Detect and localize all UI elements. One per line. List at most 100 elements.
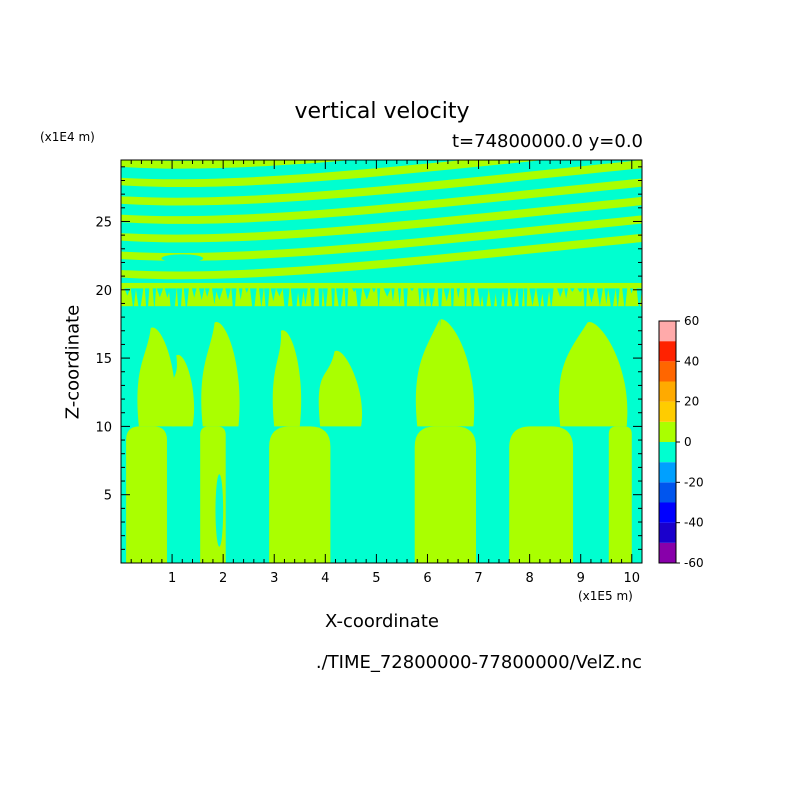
chart-subtitle: t=74800000.0 y=0.0	[451, 131, 643, 152]
turbulent-finger	[502, 288, 509, 319]
colorbar-swatch	[659, 522, 676, 543]
turbulent-finger	[557, 288, 564, 298]
turbulent-finger	[509, 288, 518, 312]
turbulent-finger	[477, 288, 484, 308]
x-tick-label: 1	[168, 571, 176, 586]
turbulent-finger	[198, 288, 205, 301]
turbulent-finger	[450, 288, 455, 325]
turbulent-finger	[135, 288, 144, 314]
turbulent-finger	[588, 288, 595, 303]
turbulent-finger	[536, 288, 544, 311]
turbulent-finger	[636, 288, 642, 313]
turbulent-finger	[297, 288, 304, 313]
y-tick-label: 5	[104, 489, 112, 504]
colorbar-tick-label: 40	[684, 354, 699, 368]
negative-cell	[215, 474, 224, 547]
colorbar-swatch	[659, 321, 676, 342]
turbulent-finger	[130, 288, 137, 311]
colorbar-tick-label: -40	[684, 516, 704, 530]
chart-title: vertical velocity	[294, 99, 470, 124]
turbulent-finger	[204, 288, 210, 298]
turbulent-finger	[596, 288, 603, 307]
turbulent-finger	[422, 288, 428, 308]
turbulent-finger	[290, 288, 299, 325]
x-tick-label: 8	[525, 571, 533, 586]
colorbar-swatch	[659, 401, 676, 422]
turbulent-finger	[529, 288, 536, 307]
positive-column	[509, 426, 574, 563]
negative-cell	[481, 481, 492, 553]
colorbar-tick-label: 60	[684, 314, 699, 328]
turbulent-finger	[303, 288, 308, 305]
wave-stripe	[121, 196, 642, 243]
turbulent-finger	[488, 288, 497, 318]
colorbar-tick-label: -20	[684, 475, 704, 489]
turbulent-finger	[225, 288, 231, 301]
colorbar-swatch	[659, 381, 676, 402]
y-tick-label: 20	[95, 284, 112, 299]
plot-axes: 1 2 3 4 5 6 7 8 9 10 5 10 15 20 25	[95, 159, 643, 586]
turbulent-finger	[383, 288, 391, 297]
turbulent-finger	[258, 288, 264, 308]
turbulent-finger	[630, 288, 634, 294]
positive-column	[126, 426, 167, 563]
x-tick-label: 5	[372, 571, 380, 586]
turbulent-finger	[583, 288, 588, 317]
turbulent-finger	[622, 288, 628, 311]
x-tick-label: 6	[423, 571, 431, 586]
x-tick-label: 4	[321, 571, 329, 586]
turbulent-finger	[608, 288, 616, 313]
turbulent-finger	[548, 288, 554, 310]
y-tick-label: 10	[95, 420, 112, 435]
turbulent-finger	[517, 288, 524, 323]
x-axis-label: X-coordinate	[325, 611, 439, 632]
x-tick-label: 3	[270, 571, 278, 586]
turbulent-finger	[191, 288, 197, 298]
turbulent-finger	[523, 288, 528, 329]
turbulent-finger	[231, 288, 237, 321]
contour-regions	[121, 160, 642, 563]
turbulent-finger	[615, 288, 620, 310]
turbulent-finger	[318, 288, 323, 328]
turbulent-finger	[403, 288, 408, 322]
turbulent-finger	[577, 288, 583, 293]
colorbar-swatch	[659, 361, 676, 382]
turbulent-finger	[355, 288, 363, 318]
turbulent-finger	[570, 288, 575, 292]
turbulent-finger	[377, 288, 381, 312]
turbulent-finger	[322, 288, 328, 314]
x-tick-label: 7	[474, 571, 482, 586]
turbulent-finger	[183, 288, 189, 313]
y-axis-unit: (x1E4 m)	[40, 130, 95, 144]
colorbar-tick-label: 0	[684, 435, 692, 449]
negative-cell	[376, 515, 387, 553]
turbulent-finger	[344, 288, 349, 322]
colorbar-tick-label: 20	[684, 395, 699, 409]
turbulent-finger	[238, 288, 243, 300]
y-tick-label: 15	[95, 352, 112, 367]
plot-frame	[120, 159, 643, 564]
turbulent-finger	[428, 288, 436, 309]
turbulent-finger	[418, 288, 422, 307]
positive-plume	[137, 327, 176, 427]
positive-plume	[201, 322, 240, 427]
turbulent-finger	[168, 288, 177, 329]
contour-field	[121, 160, 642, 563]
turbulent-finger	[176, 288, 183, 328]
x-tick-label: 2	[219, 571, 227, 586]
positive-column	[414, 426, 476, 563]
colorbar-swatch	[659, 542, 676, 563]
x-tick-label: 10	[624, 571, 641, 586]
negative-cell	[169, 467, 180, 529]
positive-column	[608, 426, 632, 563]
positive-plume	[272, 330, 302, 427]
positive-column	[269, 426, 331, 563]
turbulent-finger	[335, 288, 344, 314]
turbulent-finger	[276, 288, 283, 297]
wave-stripe	[121, 160, 544, 188]
turbulent-finger	[604, 288, 609, 305]
turbulent-finger	[481, 288, 489, 317]
turbulent-finger	[250, 288, 257, 316]
turbulent-finger	[363, 288, 371, 300]
